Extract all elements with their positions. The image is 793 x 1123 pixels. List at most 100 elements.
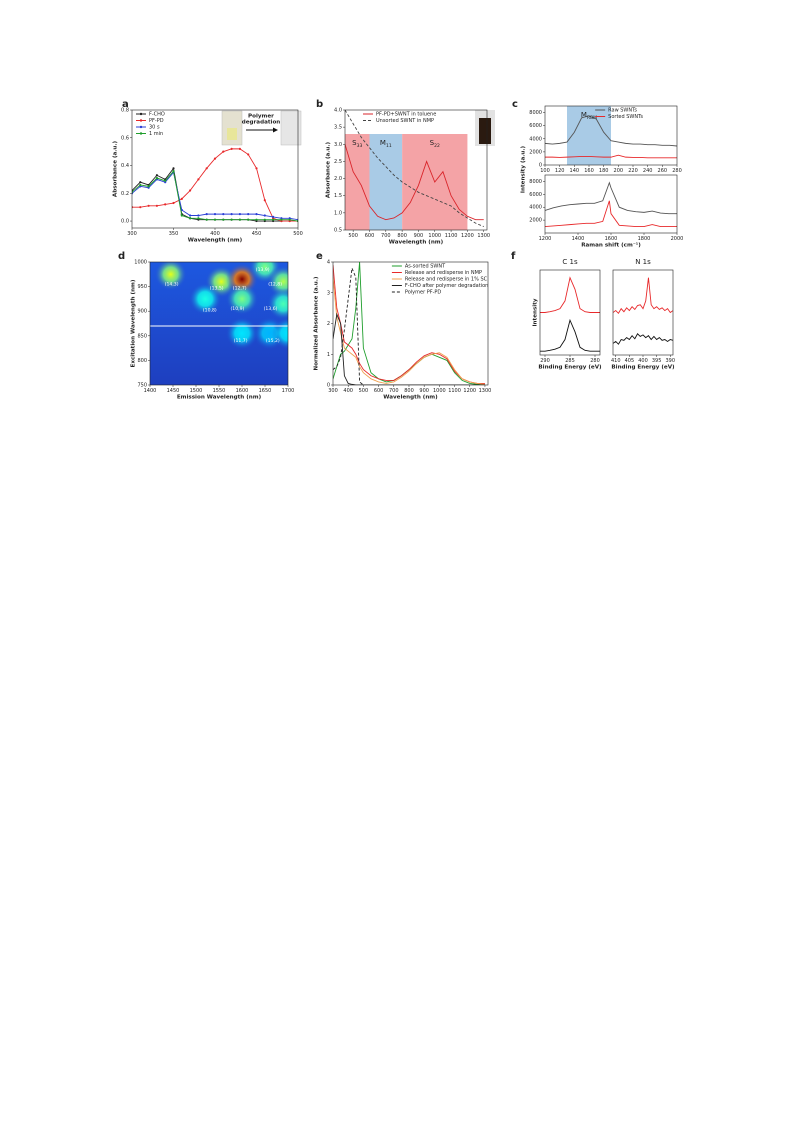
chirality-label: (13,5) — [210, 286, 224, 292]
x-tick-label: 1000 — [428, 233, 441, 239]
data-line — [333, 265, 485, 384]
y-tick-label: 950 — [137, 284, 147, 290]
axes-frame — [344, 109, 488, 231]
data-line — [333, 312, 485, 385]
y-tick-label: 800 — [137, 358, 147, 364]
x-tick-label: 395 — [652, 358, 662, 364]
x-axis-label: Wavelength (nm) — [188, 238, 243, 244]
heatmap-spot — [154, 262, 187, 291]
x-tick-label: 180 — [599, 168, 609, 174]
data-point — [205, 218, 208, 221]
x-tick-label: 400 — [210, 231, 220, 237]
data-point — [147, 204, 150, 207]
x-tick-label: 1200 — [463, 388, 476, 394]
region-subscript: 11 — [386, 143, 392, 149]
data-point — [255, 213, 258, 216]
x-tick-label: 400 — [638, 358, 648, 364]
panel-label: c — [512, 99, 518, 110]
chirality-label: (12,7) — [233, 286, 247, 292]
data-point — [222, 218, 225, 221]
y-tick-label: 6000 — [529, 123, 542, 129]
data-point — [205, 167, 208, 170]
data-line — [345, 110, 484, 227]
data-point — [238, 213, 241, 216]
x-tick-label: 260 — [658, 168, 668, 174]
region-letter: S — [352, 139, 357, 147]
y-tick-label: 6000 — [529, 192, 542, 198]
heatmap-spot — [267, 287, 288, 320]
data-point — [197, 217, 200, 220]
x-tick-label: 350 — [169, 231, 179, 237]
y-tick-label: 2.5 — [334, 159, 342, 165]
subplot-title: C 1s — [562, 258, 578, 266]
data-point — [272, 218, 275, 221]
y-tick-label: 8000 — [529, 110, 542, 116]
x-tick-label: 1600 — [605, 236, 618, 242]
panel-label: f — [511, 251, 516, 262]
y-tick-label: 900 — [137, 309, 147, 315]
legend-entry: Release and redisperse in NMP — [405, 270, 482, 276]
data-point — [263, 218, 266, 221]
x-tick-label: 700 — [381, 233, 391, 239]
y-tick-label: 4 — [327, 260, 330, 266]
y-tick-label: 4000 — [529, 136, 542, 142]
vial-photo — [280, 110, 302, 146]
x-tick-label: 1500 — [190, 388, 203, 394]
region-subscript: 22 — [434, 143, 440, 149]
y-tick-label: 8000 — [529, 179, 542, 185]
axes-frame — [544, 105, 678, 166]
subplot-title: N 1s — [635, 258, 651, 266]
plot-area — [333, 262, 486, 385]
x-tick-label: 410 — [611, 358, 621, 364]
y-tick-label: 3.0 — [334, 142, 342, 148]
x-tick-label: 400 — [343, 388, 353, 394]
data-point — [189, 214, 192, 217]
data-point — [230, 218, 233, 221]
x-tick-label: 140 — [570, 168, 580, 174]
data-point — [139, 183, 142, 187]
legend-entry: Release and redisperse in 1% SC — [405, 277, 488, 283]
legend-entry: PF-PD — [149, 118, 164, 124]
data-line — [545, 200, 677, 228]
y-tick-label: 2000 — [529, 149, 542, 155]
legend-entry: As-sorted SWNT — [405, 264, 446, 270]
data-point — [213, 157, 217, 160]
data-line — [613, 277, 673, 314]
data-point — [255, 218, 258, 221]
x-axis-label: Binding Energy (eV) — [538, 365, 602, 371]
legend-marker — [139, 119, 143, 122]
plot-area — [150, 262, 288, 385]
x-axis-label: Wavelength (nm) — [383, 395, 438, 401]
data-point — [147, 185, 150, 188]
data-point — [247, 213, 250, 216]
data-point — [139, 206, 142, 209]
plot-area — [613, 277, 673, 345]
data-point — [139, 181, 142, 184]
x-tick-label: 2000 — [671, 236, 684, 242]
vial-liquid — [479, 118, 491, 144]
y-tick-label: 0.4 — [121, 163, 129, 169]
y-axis-label: Intensity (a.u.) — [521, 145, 527, 193]
x-axis-label: Emission Wavelength (nm) — [177, 395, 262, 401]
data-point — [155, 204, 158, 207]
data-point — [222, 213, 225, 216]
legend-marker — [139, 125, 143, 129]
data-point — [180, 214, 183, 217]
data-point — [263, 214, 266, 217]
data-point — [222, 150, 225, 153]
legend-entry: PF-PD+SWNT in toluene — [376, 112, 436, 118]
x-tick-label: 1300 — [477, 233, 490, 239]
x-tick-label: 1700 — [282, 388, 295, 394]
x-tick-label: 1200 — [461, 233, 474, 239]
data-point — [189, 217, 192, 220]
panel-label: a — [122, 99, 129, 110]
y-tick-label: 0 — [539, 163, 542, 169]
x-tick-label: 100 — [540, 168, 550, 174]
arrow-head — [273, 127, 278, 133]
inset-text: Polymer — [248, 114, 274, 120]
x-tick-label: 450 — [252, 231, 262, 237]
y-axis-label: Intensity — [533, 298, 539, 326]
data-point — [230, 147, 233, 150]
plot-area — [132, 147, 298, 223]
